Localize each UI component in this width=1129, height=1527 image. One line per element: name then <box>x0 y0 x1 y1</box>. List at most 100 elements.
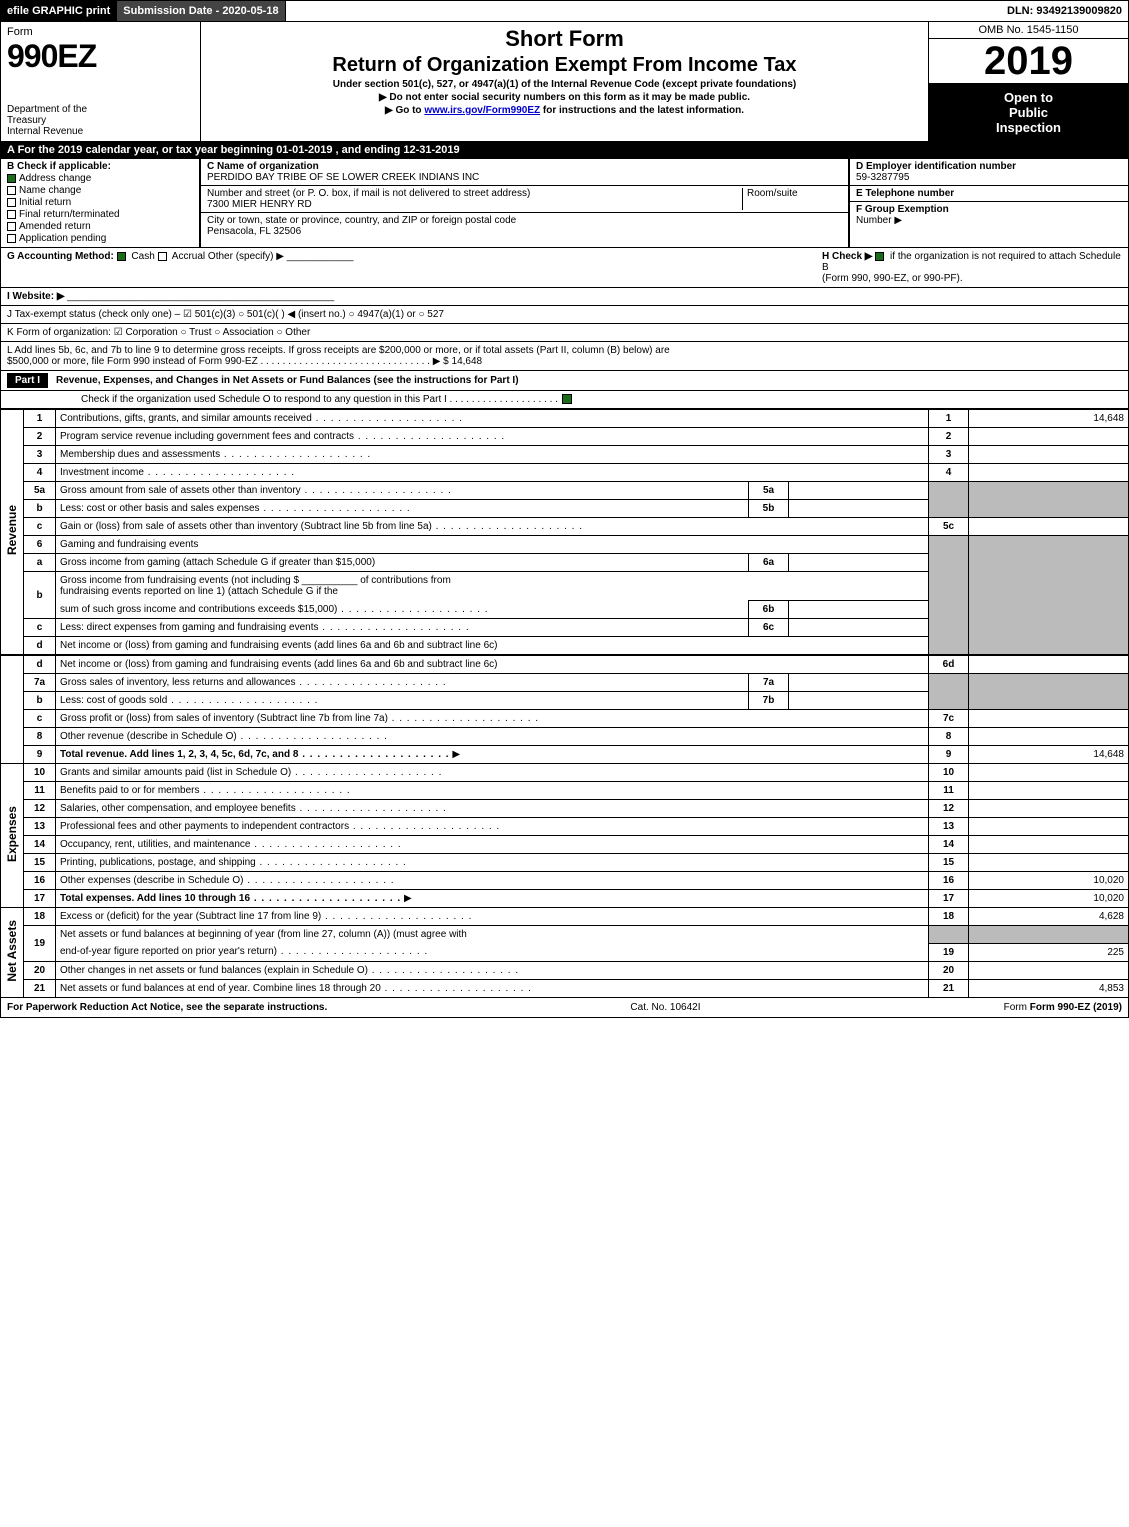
ln19-no: 19 <box>24 926 56 962</box>
header-mid: Short Form Return of Organization Exempt… <box>201 22 928 141</box>
ln6b-no: b <box>24 572 56 619</box>
ln7c-no: c <box>24 710 56 728</box>
ln19-amt: 225 <box>969 943 1129 961</box>
chk-application-pending[interactable] <box>7 234 16 243</box>
ln7b-sub: 7b <box>749 692 789 710</box>
footer-right: Form Form 990-EZ (2019) <box>1004 1002 1122 1013</box>
chk-address-change[interactable] <box>7 174 16 183</box>
addr-val: 7300 MIER HENRY RD <box>207 199 312 210</box>
ln6-shade2 <box>969 536 1129 655</box>
ln6b-d1: Gross income from fundraising events (no… <box>60 575 299 586</box>
ln12-col: 12 <box>929 800 969 818</box>
entity-block: B Check if applicable: Address change Na… <box>0 159 1129 248</box>
chk-accrual[interactable] <box>158 252 167 261</box>
section-c: C Name of organization PERDIDO BAY TRIBE… <box>201 159 848 247</box>
chk-amended[interactable] <box>7 222 16 231</box>
ln21-no: 21 <box>24 979 56 997</box>
telephone-row: E Telephone number <box>850 186 1128 202</box>
ln19-shade2 <box>969 926 1129 944</box>
ln18-desc: Excess or (deficit) for the year (Subtra… <box>56 908 929 926</box>
note-ssn: ▶ Do not enter social security numbers o… <box>379 92 750 103</box>
ln5c-desc: Gain or (loss) from sale of assets other… <box>56 518 929 536</box>
chk-final-return[interactable] <box>7 210 16 219</box>
return-title: Return of Organization Exempt From Incom… <box>332 54 796 77</box>
ln1-desc: Contributions, gifts, grants, and simila… <box>56 410 929 428</box>
ln21-amt: 4,853 <box>969 979 1129 997</box>
group-exemption-row: F Group Exemption Number ▶ <box>850 202 1128 228</box>
form-of-organization: K Form of organization: ☑ Corporation ○ … <box>7 327 310 338</box>
chk-label-5: Application pending <box>19 233 106 244</box>
h-text3: (Form 990, 990-EZ, or 990-PF). <box>822 273 963 284</box>
ln6d-desc: Net income or (loss) from gaming and fun… <box>56 637 929 655</box>
ln3-col: 3 <box>929 446 969 464</box>
ln17-col: 17 <box>929 890 969 908</box>
ln15-col: 15 <box>929 854 969 872</box>
room-label: Room/suite <box>747 188 798 199</box>
ln6b-d2: of contributions from <box>360 575 451 586</box>
open2: Public <box>1009 105 1048 120</box>
ln6d2-no: d <box>24 656 56 674</box>
chk-cash[interactable] <box>117 252 126 261</box>
ln14-desc: Occupancy, rent, utilities, and maintena… <box>56 836 929 854</box>
ln18-amt: 4,628 <box>969 908 1129 926</box>
ln9-arrow: ▶ <box>452 749 460 760</box>
ln9-no: 9 <box>24 746 56 764</box>
open3: Inspection <box>996 120 1061 135</box>
ln11-desc: Benefits paid to or for members <box>56 782 929 800</box>
ln6a-subval <box>789 554 929 572</box>
ln1-no: 1 <box>24 410 56 428</box>
side-net-assets: Net Assets <box>1 908 24 998</box>
f-label: F Group Exemption <box>856 204 949 215</box>
ln10-no: 10 <box>24 764 56 782</box>
ln7-shade <box>929 674 969 710</box>
ln21-desc: Net assets or fund balances at end of ye… <box>56 979 929 997</box>
ln12-amt <box>969 800 1129 818</box>
ln12-no: 12 <box>24 800 56 818</box>
ein-val: 59-3287795 <box>856 172 909 183</box>
chk-schedule-o[interactable] <box>562 394 572 404</box>
chk-initial-return[interactable] <box>7 198 16 207</box>
ln18-col: 18 <box>929 908 969 926</box>
chk-h[interactable] <box>875 252 884 261</box>
ln10-col: 10 <box>929 764 969 782</box>
ln7c-desc: Gross profit or (loss) from sales of inv… <box>56 710 929 728</box>
open-to-public: Open to Public Inspection <box>929 84 1128 141</box>
submission-date: Submission Date - 2020-05-18 <box>117 1 285 21</box>
ln6d-amt <box>969 656 1129 674</box>
ln20-no: 20 <box>24 961 56 979</box>
ln1-amt: 14,648 <box>969 410 1129 428</box>
ln20-amt <box>969 961 1129 979</box>
ln2-desc: Program service revenue including govern… <box>56 428 929 446</box>
f-label2: Number ▶ <box>856 215 902 226</box>
header-left: Form 990EZ Department of the Treasury In… <box>1 22 201 141</box>
ln8-desc: Other revenue (describe in Schedule O) <box>56 728 929 746</box>
ln16-desc: Other expenses (describe in Schedule O) <box>56 872 929 890</box>
ln6c-desc: Less: direct expenses from gaming and fu… <box>56 619 749 637</box>
ln6b-desc-top: Gross income from fundraising events (no… <box>56 572 929 601</box>
ln2-col: 2 <box>929 428 969 446</box>
ln12-desc: Salaries, other compensation, and employ… <box>56 800 929 818</box>
ln21-col: 21 <box>929 979 969 997</box>
ln11-col: 11 <box>929 782 969 800</box>
form-header: Form 990EZ Department of the Treasury In… <box>0 22 1129 142</box>
org-name-row: C Name of organization PERDIDO BAY TRIBE… <box>201 159 848 186</box>
ln13-col: 13 <box>929 818 969 836</box>
lines-table-2: d Net income or (loss) from gaming and f… <box>0 655 1129 998</box>
irs-link[interactable]: www.irs.gov/Form990EZ <box>424 105 540 116</box>
ln3-amt <box>969 446 1129 464</box>
ln4-desc: Investment income <box>56 464 929 482</box>
ln16-no: 16 <box>24 872 56 890</box>
ln20-col: 20 <box>929 961 969 979</box>
ln6a-sub: 6a <box>749 554 789 572</box>
h-label: H Check ▶ <box>822 251 872 262</box>
ln7b-desc: Less: cost of goods sold <box>56 692 749 710</box>
section-b-title: B Check if applicable: <box>7 161 111 172</box>
chk-name-change[interactable] <box>7 186 16 195</box>
e-label: E Telephone number <box>856 188 954 199</box>
ln5c-amt <box>969 518 1129 536</box>
lines-table: Revenue 1 Contributions, gifts, grants, … <box>0 409 1129 655</box>
ln5b-sub: 5b <box>749 500 789 518</box>
calendar-year-row: A For the 2019 calendar year, or tax yea… <box>0 142 1129 159</box>
ln16-col: 16 <box>929 872 969 890</box>
ln5b-subval <box>789 500 929 518</box>
